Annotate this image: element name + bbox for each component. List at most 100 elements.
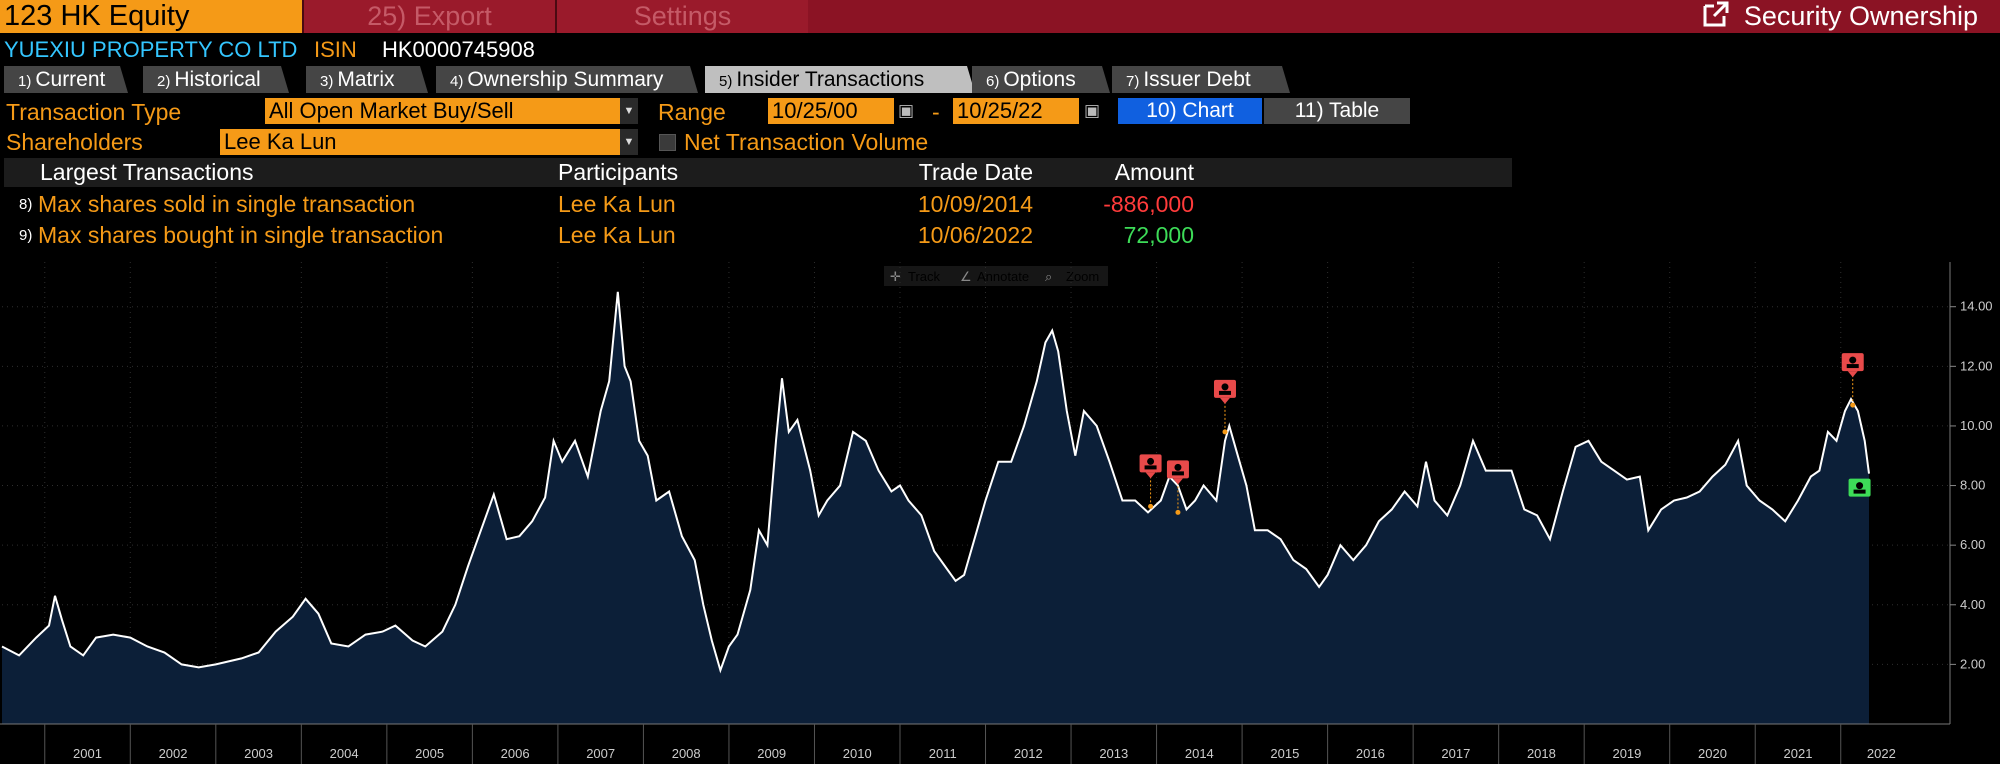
annotate-button[interactable]: Annotate <box>977 269 1029 284</box>
x-tick-label: 2011 <box>929 746 957 761</box>
y-tick-label: 6.00 <box>1960 537 1985 552</box>
tab-number: 2) <box>157 73 171 90</box>
sell-marker[interactable] <box>1213 379 1236 435</box>
sell-marker[interactable] <box>1841 353 1864 408</box>
x-tick-label: 2021 <box>1784 746 1813 761</box>
row-number: 8) <box>19 196 33 213</box>
col-amount: Amount <box>1114 159 1194 185</box>
function-title-label: Security Ownership <box>1743 1 1978 32</box>
x-tick-label: 2020 <box>1698 746 1727 761</box>
calendar-icon[interactable]: ▣ <box>897 101 915 120</box>
y-tick-label: 12.00 <box>1960 358 1993 373</box>
x-tick-label: 2014 <box>1185 746 1214 761</box>
tab-options[interactable]: 6) Options <box>972 66 1110 93</box>
tab-label: Historical <box>174 68 261 91</box>
range-label: Range <box>658 99 726 125</box>
transaction-markers[interactable] <box>1139 353 1871 515</box>
net-volume-checkbox[interactable] <box>659 134 676 151</box>
buy-marker[interactable] <box>1848 478 1871 497</box>
chevron-down-icon[interactable]: ▼ <box>620 129 638 155</box>
col-trade-date: Trade Date <box>918 159 1033 185</box>
x-tick-label: 2013 <box>1099 746 1128 761</box>
sell-marker[interactable] <box>1139 454 1162 509</box>
settings-button[interactable]: Settings <box>555 0 808 33</box>
x-tick-label: 2009 <box>757 746 786 761</box>
tab-label: Matrix <box>337 68 395 91</box>
x-tick-label: 2004 <box>330 746 359 761</box>
ticker-field[interactable]: 123 HK Equity <box>0 0 302 33</box>
marker-dot <box>1850 402 1856 408</box>
range-end-input[interactable]: 10/25/22 <box>953 98 1079 124</box>
x-axis: 2001 2002 2003 2004 2005 2006 2007 2008 2009 2010… <box>44 724 1896 764</box>
person-icon <box>1171 471 1184 476</box>
amount: -886,000 <box>1103 191 1194 217</box>
net-volume-label: Net Transaction Volume <box>684 129 929 155</box>
person-icon <box>1856 482 1864 490</box>
marker-pointer <box>1172 478 1183 485</box>
y-tick-label: 4.00 <box>1960 597 1985 612</box>
tab-number: 1) <box>18 73 32 90</box>
x-tick-label: 2001 <box>73 746 102 761</box>
range-start-input[interactable]: 10/25/00 <box>768 98 894 124</box>
tab-ownership-summary[interactable]: 4) Ownership Summary <box>436 66 698 93</box>
tab-label: Issuer Debt <box>1143 68 1251 91</box>
col-participants: Participants <box>558 159 679 185</box>
row-number: 9) <box>19 227 33 244</box>
export-button[interactable]: 25) Export <box>302 0 555 33</box>
marker-dot <box>1148 503 1154 509</box>
table-row[interactable]: 9) Max shares bought in single transacti… <box>0 220 1512 250</box>
marker-pointer <box>1145 472 1156 479</box>
table-header <box>4 158 1512 187</box>
x-tick-label: 2018 <box>1527 746 1556 761</box>
calendar-icon[interactable]: ▣ <box>1083 101 1101 120</box>
person-icon <box>1218 390 1231 395</box>
shareholders-dropdown[interactable]: Lee Ka Lun <box>220 129 620 155</box>
x-tick-label: 2012 <box>1014 746 1043 761</box>
trade-date: 10/06/2022 <box>917 222 1033 248</box>
chart-view-button[interactable]: 10) Chart <box>1118 98 1262 124</box>
tab-label: Options <box>1003 68 1076 91</box>
x-tick-label: 2019 <box>1612 746 1641 761</box>
table-row[interactable]: 8) Max shares sold in single transaction… <box>0 189 1512 219</box>
y-axis: 2.00 4.00 6.00 8.00 10.00 12.00 14.00 <box>1950 299 1993 671</box>
tab-label: Current <box>35 68 106 91</box>
price-area <box>2 291 1869 724</box>
y-tick-label: 2.00 <box>1960 656 1985 671</box>
y-tick-label: 10.00 <box>1960 418 1993 433</box>
person-icon <box>1849 356 1857 364</box>
col-largest-transactions: Largest Transactions <box>40 159 254 185</box>
x-tick-label: 2016 <box>1356 746 1385 761</box>
price-line <box>1 291 1870 674</box>
tab-issuer-debt[interactable]: 7) Issuer Debt <box>1112 66 1290 93</box>
y-tick-label: 14.00 <box>1960 299 1993 314</box>
zoom-button[interactable]: Zoom <box>1066 269 1099 284</box>
tab-historical[interactable]: 2) Historical <box>143 66 289 93</box>
isin-value: HK0000745908 <box>382 37 535 62</box>
amount: 72,000 <box>1123 222 1194 248</box>
isin-label: ISIN <box>314 37 357 62</box>
function-title[interactable]: Security Ownership <box>1702 0 2000 33</box>
tab-current[interactable]: 1) Current <box>4 66 128 93</box>
tab-number: 7) <box>1126 73 1140 90</box>
person-icon <box>1221 383 1229 391</box>
sell-marker[interactable] <box>1166 460 1189 515</box>
marker-dot <box>1222 429 1228 435</box>
tab-insider-transactions[interactable]: 5) Insider Transactions <box>705 66 975 93</box>
zoom-icon[interactable]: ⌕ <box>1045 269 1052 284</box>
person-icon <box>1853 489 1866 494</box>
shareholders-label: Shareholders <box>6 129 143 155</box>
chart-toolbar-bg <box>884 266 1108 286</box>
tab-number: 4) <box>450 73 464 90</box>
chevron-down-icon[interactable]: ▼ <box>620 98 638 124</box>
tab-matrix[interactable]: 3) Matrix <box>306 66 428 93</box>
x-tick-label: 2005 <box>415 746 444 761</box>
track-icon[interactable]: ✛ <box>890 269 901 284</box>
tab-label: Insider Transactions <box>736 68 925 91</box>
pop-out-icon[interactable] <box>1702 0 1730 36</box>
price-chart[interactable]: ✛ Track ∠ Annotate ⌕ Zoom 2.00 4.00 6.00 8.… <box>0 262 2000 764</box>
track-button[interactable]: Track <box>908 269 941 284</box>
x-tick-label: 2008 <box>672 746 701 761</box>
annotate-icon[interactable]: ∠ <box>960 269 972 284</box>
transaction-type-dropdown[interactable]: All Open Market Buy/Sell <box>265 98 620 124</box>
table-view-button[interactable]: 11) Table <box>1264 98 1410 124</box>
